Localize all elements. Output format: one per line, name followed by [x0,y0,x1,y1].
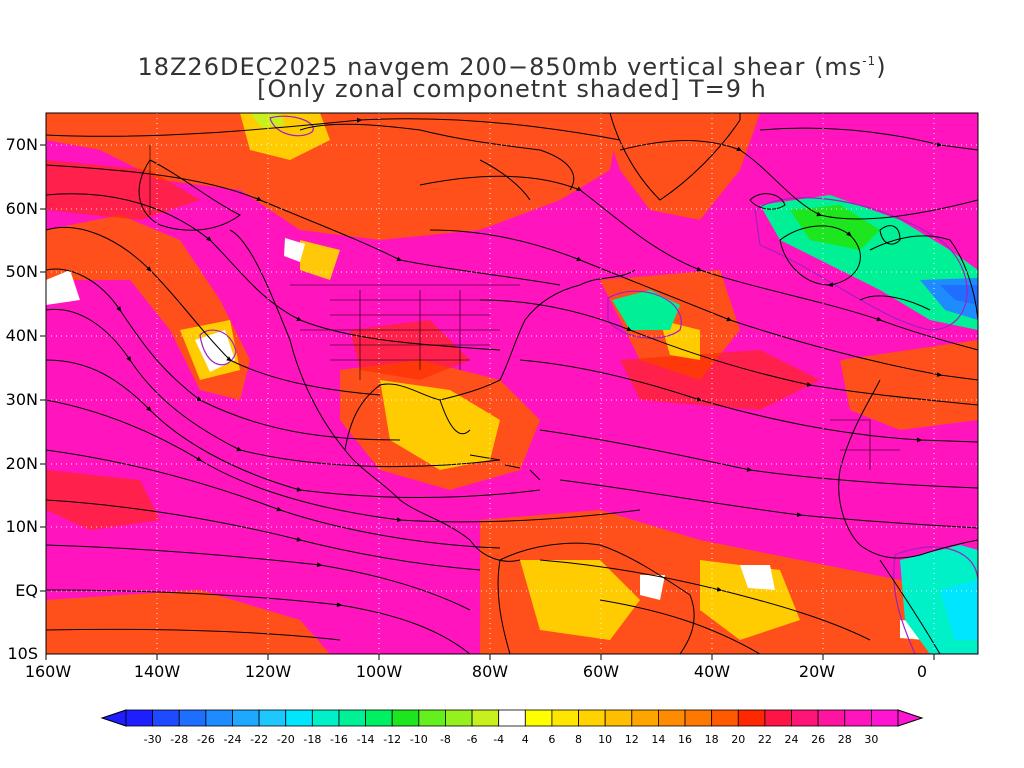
colorbar-tick-label: -12 [383,733,402,746]
colorbar-swatch [338,709,366,727]
axis-ticks [40,144,935,660]
lat-label: EQ [15,581,38,600]
colorbar-tick-label: 6 [548,733,556,746]
colorbar-tick-label: 14 [651,733,666,746]
lon-label: 160W [24,662,72,681]
colorbar-swatch [125,709,154,727]
colorbar-tick-label: -26 [196,733,215,746]
lon-label: 60W [582,662,620,681]
colorbar-swatch [258,709,287,727]
chart-title-line-1: 18Z26DEC2025 navgem 200−850mb vertical s… [0,48,1024,80]
colorbar-tick-label: -22 [250,733,269,746]
graticule [46,113,978,654]
lon-label: 100W [355,662,403,681]
colorbar-swatch [285,709,313,727]
colorbar-swatch [445,709,473,727]
political-borders [149,145,900,470]
lon-label: 120W [244,662,292,681]
colorbar-tick-label: 30 [864,733,879,746]
colorbar-swatch [737,709,766,727]
colorbar-swatch [551,709,579,727]
colorbar-swatch [498,709,526,727]
colorbar-swatch [870,709,899,727]
colorbar-tick-label: -16 [329,733,348,746]
map-frame [45,112,979,655]
colorbar-tick-label: 24 [784,733,799,746]
lat-label: 10S [7,644,38,663]
colorbar-swatch [391,709,420,727]
colorbar-swatch [658,709,686,727]
lat-label: 20N [5,454,38,473]
colorbar-swatch [524,709,553,727]
colorbar-swatch [604,709,633,727]
colorbar-tick-label: -28 [170,733,189,746]
streamlines [46,117,978,654]
colorbar-tick-label: 20 [731,733,746,746]
colorbar-swatch [232,709,260,727]
colorbar-swatch [791,709,819,727]
lon-label: 40W [693,662,731,681]
colorbar-swatch [684,709,713,727]
colorbar-swatch [311,709,340,727]
title-unit-exponent: -1 [862,54,877,68]
colorbar-tick-label: 26 [811,733,826,746]
colorbar-tick-label: 12 [624,733,639,746]
lat-label: 60N [5,199,38,218]
colorbar-tick-label: -24 [223,733,242,746]
colorbar-tick-label: -20 [276,733,295,746]
colorbar-swatch [471,709,500,727]
colorbar-swatch [365,709,393,727]
colorbar-swatch [578,709,606,727]
colorbar-tick-label: 4 [521,733,529,746]
colorbar-tick-label: 22 [757,733,772,746]
colorbar-swatch [152,709,180,727]
chart-title-line-2: [Only zonal componetnt shaded] T=9 h [257,75,767,103]
colorbar-tick-label: -30 [143,733,162,746]
lon-label: 20W [798,662,836,681]
colorbar-right-arrow [897,709,924,727]
colorbar-swatch [844,709,872,727]
colorbar-tick-label: -10 [409,733,428,746]
colorbar-left-arrow [100,709,127,727]
colorbar-tick-label: 10 [598,733,613,746]
lat-label: 30N [5,390,38,409]
colorbar-swatch [178,709,207,727]
colorbar-tick-label: -6 [466,733,478,746]
title-prefix: 18Z26DEC2025 navgem 200−850mb vertical s… [137,53,863,81]
colorbar-swatch [205,709,233,727]
lat-label: 10N [5,517,38,536]
colorbar-tick-label: 18 [704,733,719,746]
colorbar-tick-label: 16 [678,733,693,746]
colorbar-tick-label: 8 [575,733,583,746]
colorbar-swatch [631,709,659,727]
colorbar-tick-label: -14 [356,733,375,746]
colorbar-tick-label: -18 [303,733,322,746]
colorbar-tick-label: -4 [493,733,505,746]
lat-label: 50N [5,262,38,281]
colorbar-swatch [764,709,792,727]
colorbar-tick-label: -8 [439,733,451,746]
title-suffix: ) [876,53,887,81]
lon-label: 0 [916,662,928,681]
lat-label: 40N [5,326,38,345]
colorbar-tick-label: 28 [837,733,852,746]
lon-label: 80W [471,662,509,681]
colorbar-swatch [817,709,846,727]
lon-label: 140W [133,662,181,681]
lat-label: 70N [5,135,38,154]
colorbar-swatch [418,709,446,727]
colorbar-swatch [711,709,739,727]
